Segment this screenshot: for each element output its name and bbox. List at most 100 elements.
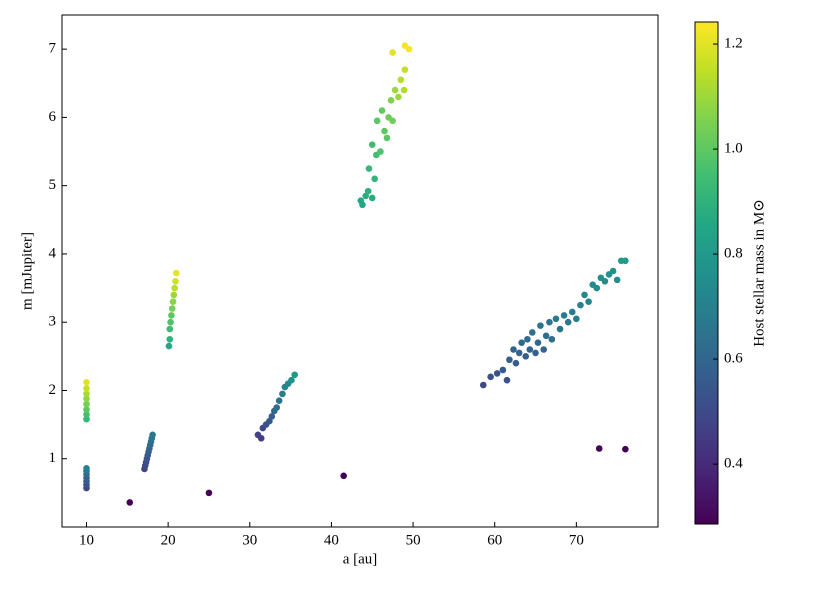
- x-tick-label: 70: [569, 532, 584, 548]
- data-point: [540, 346, 547, 353]
- data-point: [506, 356, 513, 364]
- data-point: [524, 335, 531, 343]
- data-point: [552, 315, 560, 323]
- x-tick-label: 40: [324, 532, 339, 548]
- data-point: [288, 376, 295, 384]
- data-point: [340, 472, 347, 480]
- data-point: [613, 276, 621, 284]
- data-point: [593, 284, 601, 292]
- data-point: [387, 97, 395, 104]
- data-point: [83, 390, 90, 398]
- data-point: [126, 499, 134, 506]
- data-point: [479, 381, 487, 389]
- data-point: [585, 298, 592, 306]
- data-point: [522, 353, 530, 360]
- data-point: [257, 434, 265, 442]
- data-point: [165, 342, 173, 350]
- data-point: [83, 400, 90, 408]
- data-point: [595, 445, 603, 452]
- y-tick-label: 6: [49, 109, 57, 125]
- data-point: [383, 134, 391, 142]
- data-point: [609, 267, 617, 275]
- data-point: [268, 413, 276, 420]
- data-point: [515, 349, 523, 357]
- colorbar-tick-label: 1.2: [724, 35, 743, 51]
- colorbar-label: Host stellar mass in M⊙: [751, 199, 767, 347]
- data-point: [83, 415, 90, 423]
- data-point: [395, 93, 402, 101]
- y-tick-label: 4: [49, 245, 57, 261]
- data-point: [205, 489, 213, 497]
- data-point: [83, 378, 90, 386]
- data-point: [364, 187, 372, 195]
- data-point: [487, 373, 494, 381]
- colorbar-tick-label: 0.4: [724, 456, 743, 472]
- data-point: [401, 66, 409, 73]
- data-point: [577, 301, 584, 309]
- x-tick-label: 60: [487, 532, 502, 548]
- data-point: [622, 257, 629, 265]
- data-point: [291, 371, 298, 379]
- data-point: [275, 397, 283, 405]
- data-point: [400, 86, 408, 94]
- y-axis-label: m [mJupiter]: [19, 232, 35, 310]
- data-point: [169, 298, 177, 306]
- data-point: [534, 339, 542, 346]
- colorbar-tick-label: 1.0: [724, 141, 743, 157]
- data-point: [167, 318, 174, 326]
- colorbar-tick-label: 0.6: [724, 351, 743, 367]
- data-point: [622, 445, 629, 453]
- data-point: [381, 127, 388, 135]
- data-point: [391, 86, 399, 94]
- data-point: [273, 404, 281, 411]
- data-point: [83, 411, 90, 418]
- data-point: [573, 315, 580, 323]
- data-point: [526, 346, 534, 353]
- data-point: [378, 107, 386, 114]
- data-point: [365, 165, 373, 172]
- data-point: [548, 335, 556, 343]
- data-point: [546, 318, 553, 326]
- data-point: [528, 329, 536, 336]
- data-point: [389, 49, 396, 56]
- data-point: [170, 291, 178, 299]
- data-point: [172, 277, 179, 285]
- data-point: [166, 335, 174, 343]
- data-point: [368, 194, 376, 202]
- data-point: [168, 305, 176, 312]
- data-point: [556, 325, 564, 333]
- data-point: [149, 431, 156, 439]
- data-point: [166, 325, 174, 333]
- colorbar: [694, 21, 719, 525]
- data-point: [510, 346, 517, 353]
- data-point: [171, 284, 178, 292]
- y-tick-label: 5: [49, 177, 57, 193]
- data-point: [397, 76, 405, 84]
- data-point: [503, 376, 511, 384]
- data-point: [168, 312, 175, 319]
- plot-frame: [61, 14, 659, 528]
- data-point: [405, 45, 413, 53]
- data-point: [512, 359, 520, 367]
- data-point: [542, 332, 550, 340]
- data-point: [371, 175, 378, 183]
- data-point: [83, 395, 90, 402]
- data-point: [568, 308, 576, 316]
- x-tick-label: 50: [406, 532, 421, 548]
- y-tick-label: 2: [49, 382, 57, 398]
- data-point: [279, 390, 286, 398]
- data-point: [601, 277, 609, 285]
- data-point: [537, 322, 544, 329]
- data-point: [83, 464, 90, 472]
- data-point: [389, 117, 396, 125]
- x-tick-label: 10: [79, 532, 94, 548]
- x-tick-label: 30: [242, 532, 257, 548]
- data-point: [493, 370, 501, 377]
- data-point: [532, 349, 539, 357]
- y-tick-label: 1: [49, 450, 57, 466]
- x-axis-label: a [au]: [343, 551, 378, 567]
- y-tick-label: 3: [49, 314, 57, 330]
- x-tick-label: 20: [161, 532, 176, 548]
- data-point: [560, 312, 568, 319]
